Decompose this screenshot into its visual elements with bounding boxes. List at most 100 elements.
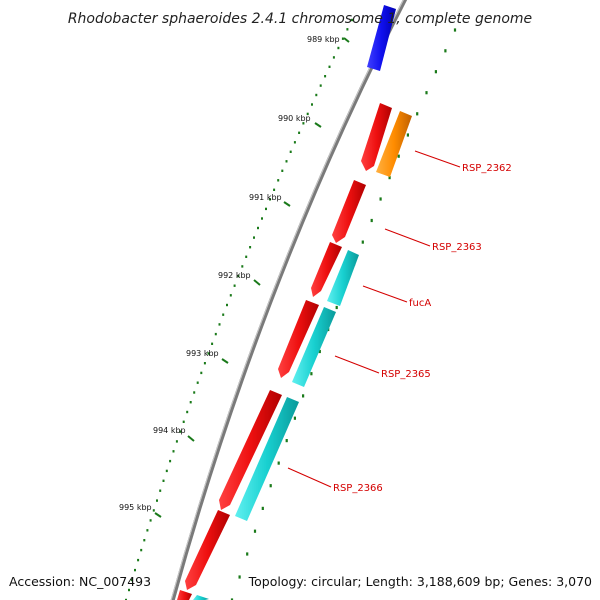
minor-tick-inner — [125, 598, 127, 600]
minor-tick-outer — [261, 506, 264, 510]
forward-feature-cyan-bottom[interactable] — [193, 595, 209, 600]
minor-tick-outer — [293, 416, 296, 420]
gene-fuca-shape[interactable] — [327, 250, 359, 306]
minor-tick-inner — [273, 188, 276, 191]
minor-tick-inner — [165, 469, 168, 473]
topology-text: Topology: circular; Length: 3,188,609 bp… — [248, 574, 592, 589]
minor-tick-inner — [311, 103, 313, 106]
minor-tick-inner — [152, 509, 155, 512]
minor-tick-inner — [328, 65, 331, 68]
minor-tick-inner — [285, 160, 288, 163]
minor-tick-inner — [351, 18, 353, 22]
reverse-gene-2[interactable] — [332, 180, 366, 243]
minor-tick-inner — [237, 274, 240, 278]
reverse-gene-4[interactable] — [278, 300, 319, 378]
leader-rsp-2366 — [287, 467, 332, 488]
tick-label-989: 989 kbp — [307, 35, 340, 44]
minor-tick-outer — [416, 112, 419, 116]
minor-tick-inner — [269, 198, 271, 201]
accession-text: Accession: NC_007493 — [9, 574, 151, 589]
gene-rsp-2366-shape[interactable] — [235, 397, 299, 521]
minor-tick-inner — [140, 548, 143, 552]
minor-tick-inner — [196, 381, 199, 384]
minor-tick-inner — [218, 323, 221, 326]
gene-label-rsp-2366[interactable]: RSP_2366 — [333, 483, 383, 494]
reverse-gene-1[interactable] — [361, 103, 392, 171]
minor-tick-outer — [318, 349, 321, 354]
minor-tick-inner — [241, 265, 244, 268]
reverse-gene-5[interactable] — [219, 390, 282, 510]
minor-tick-inner — [337, 46, 340, 50]
minor-tick-inner — [214, 332, 217, 336]
minor-tick-outer — [434, 70, 437, 74]
tick-label-994: 994 kbp — [153, 426, 186, 435]
minor-tick-outer — [310, 372, 313, 376]
minor-tick-inner — [341, 37, 344, 40]
minor-tick-outer — [397, 154, 400, 158]
minor-tick-inner — [146, 529, 149, 532]
minor-tick-inner — [162, 479, 165, 482]
minor-tick-outer — [253, 529, 257, 533]
tick-990-mark — [314, 122, 322, 128]
minor-tick-outer — [453, 28, 457, 32]
tick-label-990: 990 kbp — [278, 114, 311, 123]
minor-tick-inner — [149, 519, 152, 522]
minor-tick-inner — [324, 75, 327, 78]
minor-tick-inner — [143, 539, 146, 542]
minor-tick-inner — [207, 352, 210, 355]
minor-tick-inner — [332, 56, 335, 59]
reverse-gene-7[interactable] — [177, 590, 192, 600]
minor-tick-outer — [388, 176, 391, 180]
minor-tick-inner — [298, 131, 301, 134]
minor-tick-inner — [281, 169, 284, 172]
minor-tick-inner — [289, 150, 292, 153]
tick-994-mark — [187, 435, 195, 442]
gene-rsp-2362-shape[interactable] — [376, 111, 412, 177]
gene-label-fuca[interactable]: fucA — [409, 298, 431, 309]
tick-label-995: 995 kbp — [119, 503, 152, 512]
minor-tick-inner — [134, 568, 136, 572]
minor-tick-inner — [277, 179, 280, 182]
minor-tick-outer — [361, 240, 364, 244]
leader-rsp-2363 — [384, 228, 431, 247]
minor-tick-inner — [156, 499, 158, 502]
minor-tick-inner — [249, 246, 252, 249]
gene-rsp-2365-shape[interactable] — [292, 307, 336, 387]
tick-label-991: 991 kbp — [249, 193, 282, 202]
minor-tick-inner — [302, 122, 305, 125]
minor-tick-inner — [203, 362, 206, 365]
minor-tick-inner — [169, 459, 172, 463]
minor-tick-inner — [315, 93, 318, 97]
inner-tick-ring — [125, 18, 353, 600]
minor-tick-outer — [285, 439, 288, 443]
reverse-gene-3[interactable] — [311, 242, 342, 297]
tick-label-992: 992 kbp — [218, 271, 251, 280]
tick-989-mark — [343, 37, 350, 43]
tick-label-993: 993 kbp — [186, 349, 219, 358]
minor-tick-inner — [346, 28, 349, 31]
minor-tick-inner — [293, 141, 296, 144]
gene-label-rsp-2363[interactable]: RSP_2363 — [432, 242, 482, 253]
leader-rsp-2362 — [414, 150, 461, 168]
minor-tick-outer — [335, 305, 338, 310]
minor-tick-inner — [128, 588, 130, 592]
reverse-gene-6[interactable] — [185, 510, 230, 590]
minor-tick-outer — [406, 133, 409, 137]
minor-tick-inner — [245, 255, 248, 258]
minor-tick-inner — [159, 489, 162, 492]
chromosome-backbone-highlight — [170, 0, 404, 600]
forward-features — [193, 5, 412, 600]
minor-tick-inner — [306, 112, 309, 116]
gene-label-rsp-2365[interactable]: RSP_2365 — [381, 369, 431, 380]
minor-tick-outer — [246, 552, 249, 556]
tick-995-mark — [154, 512, 162, 518]
minor-tick-inner — [193, 391, 196, 394]
minor-tick-inner — [319, 84, 322, 87]
minor-tick-outer — [269, 484, 272, 488]
gene-label-rsp-2362[interactable]: RSP_2362 — [462, 163, 512, 174]
forward-feature-blue[interactable] — [367, 5, 396, 71]
chromosome-backbone — [170, 0, 408, 600]
minor-tick-inner — [182, 420, 185, 423]
